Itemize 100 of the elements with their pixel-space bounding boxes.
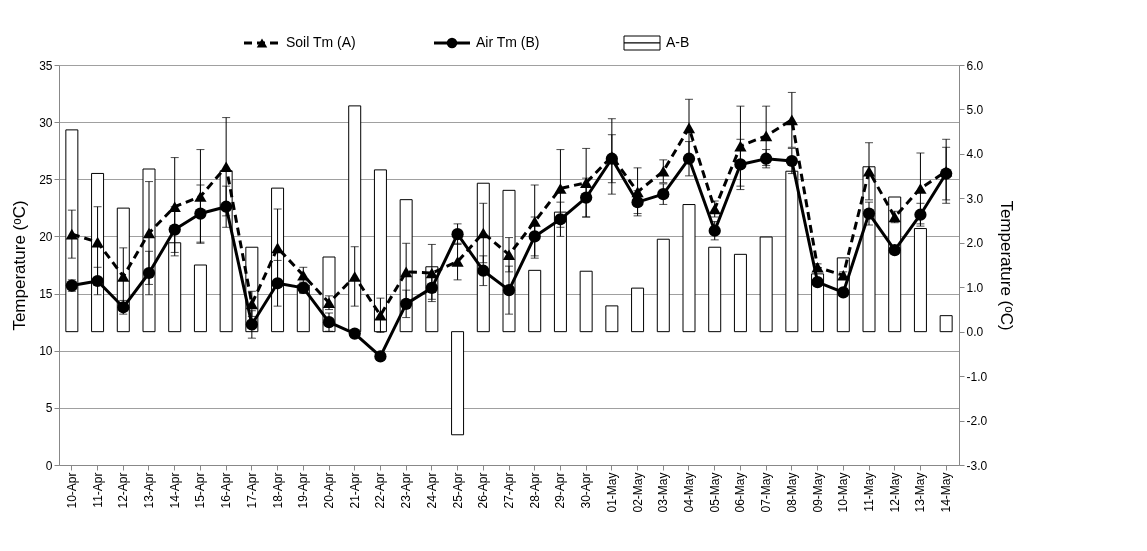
point (374, 350, 387, 363)
point (348, 327, 361, 340)
point (914, 208, 927, 221)
x-tick-label: 06-May (733, 472, 748, 513)
x-tick-label: 05-May (707, 472, 722, 513)
y-tick-label: 20 (39, 229, 53, 244)
y-tick-label: 15 (39, 287, 53, 302)
x-tick-label: 10-May (836, 472, 851, 513)
point (271, 277, 284, 290)
point (297, 269, 310, 281)
x-tick-label: 11-May (862, 472, 876, 512)
bar (528, 269, 542, 333)
x-tick-label: 27-Apr (502, 472, 516, 509)
point (451, 228, 464, 241)
legend-label: Air Tm (B) (476, 34, 540, 50)
point (554, 213, 567, 226)
point (862, 165, 876, 177)
x-tick-label: 04-May (682, 472, 696, 513)
x-tick-label: 22-Apr (373, 472, 388, 509)
point (245, 318, 258, 331)
x-tick-label: 25-Apr (450, 472, 465, 509)
point (914, 183, 927, 194)
point (580, 191, 593, 204)
point (837, 269, 850, 281)
y2-tick-label: 6.0 (966, 58, 984, 73)
x-tick-label: 14-Apr (167, 472, 182, 509)
bar (631, 287, 645, 333)
point (837, 286, 850, 299)
x-tick-label: 10-Apr (64, 472, 79, 509)
y2-tick-label: -2.0 (966, 414, 988, 429)
bar (759, 236, 773, 333)
bar (733, 253, 747, 333)
point (194, 207, 207, 220)
legend-label: A-B (666, 34, 690, 50)
bar (579, 270, 593, 333)
y2-tick-label: 4.0 (966, 147, 984, 162)
x-tick-label: 08-May (784, 472, 799, 513)
point (862, 207, 876, 220)
point (760, 130, 773, 142)
bar (682, 204, 696, 333)
point (477, 264, 490, 277)
point (400, 266, 413, 278)
y2-tick-label: 1.0 (966, 280, 984, 295)
y2-axis-title: Temperature (ᵒC) (997, 200, 1017, 331)
x-tick-label: 26-Apr (476, 472, 491, 509)
x-tick-label: 13-Apr (142, 472, 156, 509)
legend-label: Soil Tm (A) (286, 34, 356, 50)
point (168, 223, 181, 236)
y2-tick-label: 3.0 (966, 191, 984, 206)
point (117, 271, 130, 282)
point (631, 196, 644, 209)
point (65, 228, 78, 240)
y-tick-label: 0 (45, 458, 53, 473)
bar (939, 315, 953, 333)
point (91, 236, 104, 248)
point (528, 216, 541, 227)
point (708, 224, 721, 237)
y2-tick-label: 2.0 (966, 236, 984, 251)
bar (193, 264, 207, 333)
x-tick-label: 13-May (913, 472, 928, 513)
point (142, 266, 156, 280)
point (502, 284, 516, 297)
y-axis-title: Temperature (ᵒC) (10, 200, 30, 331)
point (142, 227, 156, 239)
x-tick-label: 29-Apr (553, 472, 568, 509)
x-tick-label: 24-Apr (424, 472, 439, 509)
x-tick-label: 12-May (887, 472, 902, 513)
point (785, 114, 798, 126)
point (374, 309, 387, 321)
x-tick-label: 28-Apr (527, 472, 542, 509)
point (425, 281, 438, 294)
bar (451, 331, 465, 436)
y-tick-label: 35 (39, 58, 53, 73)
x-tick-label: 07-May (759, 472, 774, 513)
x-tick-label: 09-May (810, 472, 825, 513)
x-tick-label: 19-Apr (296, 472, 311, 509)
y-tick-label: 25 (39, 172, 53, 187)
point (888, 244, 901, 257)
bar (605, 305, 619, 333)
y2-tick-label: 0.0 (966, 325, 984, 340)
x-tick-label: 11-Apr (90, 472, 105, 508)
y-tick-label: 30 (39, 115, 53, 130)
x-tick-label: 20-Apr (322, 472, 336, 509)
point (734, 158, 747, 171)
x-tick-label: 03-May (656, 472, 671, 513)
point (657, 165, 670, 177)
bar (708, 246, 722, 333)
point (811, 276, 824, 289)
x-tick-label: 17-Apr (244, 472, 259, 509)
x-tick-label: 12-Apr (116, 472, 131, 509)
x-tick-label: 21-Apr (347, 472, 362, 509)
point (682, 152, 696, 165)
x-tick-label: 30-Apr (579, 472, 594, 509)
point (682, 122, 696, 134)
x-tick-label: 15-Apr (193, 472, 208, 509)
x-tick-label: 16-Apr (219, 472, 234, 509)
point (785, 154, 798, 168)
point (400, 297, 413, 310)
x-tick-label: 01-May (604, 472, 619, 513)
point (220, 161, 233, 173)
